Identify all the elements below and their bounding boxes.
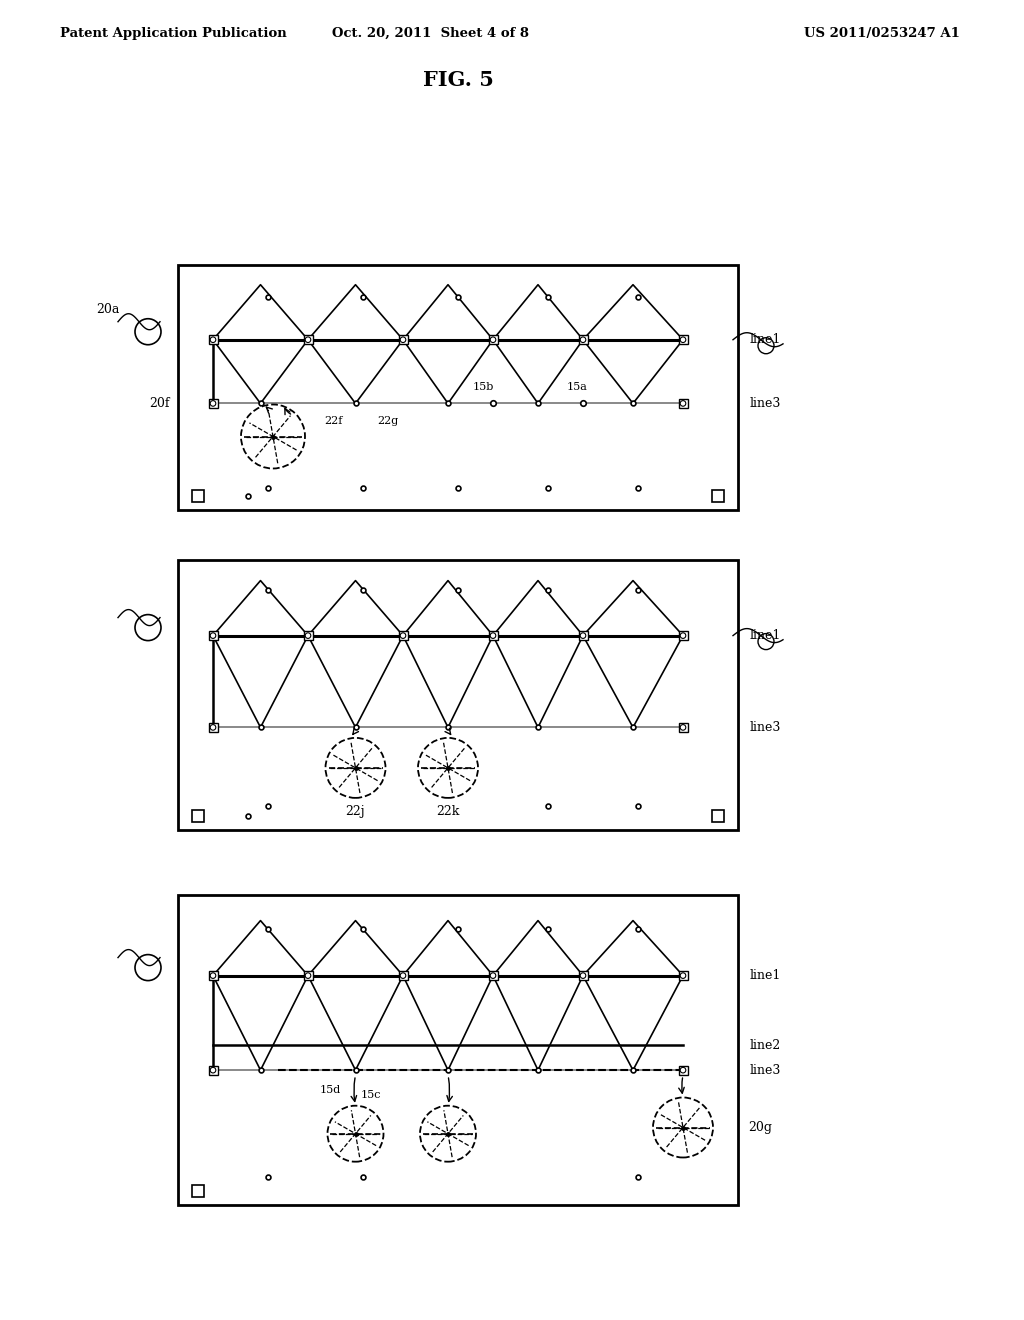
Bar [679, 1065, 687, 1074]
Circle shape [400, 973, 406, 978]
Bar [193, 810, 204, 822]
Bar [579, 631, 588, 640]
Text: line3: line3 [750, 721, 781, 734]
Circle shape [680, 401, 686, 407]
Bar [712, 490, 724, 502]
Circle shape [581, 632, 586, 639]
Circle shape [490, 632, 496, 639]
Circle shape [680, 973, 686, 978]
Bar [303, 972, 312, 979]
Circle shape [581, 337, 586, 342]
Circle shape [680, 1068, 686, 1073]
Circle shape [210, 973, 216, 978]
Circle shape [210, 337, 216, 342]
Text: 15d: 15d [319, 1085, 341, 1096]
Bar [679, 335, 687, 345]
Circle shape [581, 973, 586, 978]
Text: 15b: 15b [472, 383, 494, 392]
Bar [488, 972, 498, 979]
Circle shape [305, 337, 311, 342]
Bar [679, 723, 687, 731]
Circle shape [326, 738, 385, 797]
Text: 15c: 15c [360, 1090, 381, 1100]
Circle shape [653, 1097, 713, 1158]
Circle shape [680, 725, 686, 730]
Text: 20f: 20f [150, 397, 170, 411]
Bar [209, 972, 217, 979]
Text: US 2011/0253247 A1: US 2011/0253247 A1 [804, 26, 961, 40]
Bar [579, 335, 588, 345]
Bar [398, 631, 408, 640]
Bar [178, 895, 738, 1205]
Bar [398, 335, 408, 345]
Bar [209, 723, 217, 731]
Bar [209, 399, 217, 408]
Bar [209, 631, 217, 640]
Text: FIG. 5: FIG. 5 [423, 70, 494, 90]
Circle shape [241, 404, 305, 469]
Circle shape [328, 1106, 384, 1162]
Bar [679, 631, 687, 640]
Circle shape [400, 337, 406, 342]
Circle shape [305, 632, 311, 639]
Bar [303, 335, 312, 345]
Circle shape [490, 973, 496, 978]
Bar [209, 1065, 217, 1074]
Circle shape [490, 337, 496, 342]
Bar [488, 335, 498, 345]
Bar [679, 399, 687, 408]
Circle shape [210, 1068, 216, 1073]
Text: line2: line2 [750, 1039, 781, 1052]
Bar [193, 1185, 204, 1197]
Bar [303, 631, 312, 640]
Bar [178, 560, 738, 830]
Text: 22f: 22f [324, 416, 342, 426]
Text: line3: line3 [750, 397, 781, 411]
Bar [579, 972, 588, 979]
Text: 22g: 22g [378, 416, 398, 426]
Circle shape [680, 337, 686, 342]
Text: 22j: 22j [346, 805, 366, 817]
Circle shape [680, 632, 686, 639]
Text: Oct. 20, 2011  Sheet 4 of 8: Oct. 20, 2011 Sheet 4 of 8 [332, 26, 528, 40]
Bar [193, 490, 204, 502]
Circle shape [210, 632, 216, 639]
Circle shape [420, 1106, 476, 1162]
Circle shape [210, 725, 216, 730]
Text: 22k: 22k [436, 805, 460, 817]
Circle shape [305, 973, 311, 978]
Bar [679, 972, 687, 979]
Text: 20g: 20g [748, 1121, 772, 1134]
Text: line1: line1 [750, 969, 781, 982]
Text: line3: line3 [750, 1064, 781, 1077]
Text: line1: line1 [750, 630, 781, 642]
Circle shape [400, 632, 406, 639]
Circle shape [418, 738, 478, 797]
Text: Patent Application Publication: Patent Application Publication [60, 26, 287, 40]
Bar [488, 631, 498, 640]
Bar [178, 265, 738, 510]
Text: line1: line1 [750, 333, 781, 346]
Circle shape [210, 401, 216, 407]
Bar [398, 972, 408, 979]
Bar [209, 335, 217, 345]
Text: 20a: 20a [96, 304, 120, 317]
Text: 15a: 15a [566, 383, 588, 392]
Bar [712, 810, 724, 822]
